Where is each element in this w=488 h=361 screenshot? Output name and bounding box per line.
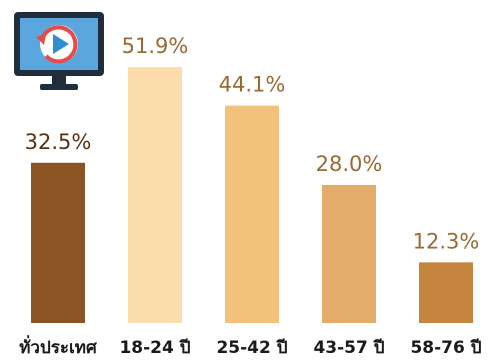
category-label-2: 25-42 ปี xyxy=(216,337,287,358)
value-label-3: 28.0% xyxy=(316,152,383,176)
value-label-4: 12.3% xyxy=(413,229,480,253)
bar-1 xyxy=(128,67,182,324)
value-label-0: 32.5% xyxy=(25,130,92,154)
tv-replay-icon xyxy=(12,10,108,94)
category-label-0: ทั่วประเทศ xyxy=(19,335,98,358)
category-label-4: 58-76 ปี xyxy=(410,337,481,358)
bar-2 xyxy=(225,105,279,323)
category-label-1: 18-24 ปี xyxy=(119,337,190,358)
bar-3 xyxy=(322,184,376,323)
bar-4 xyxy=(419,262,473,323)
category-label-3: 43-57 ปี xyxy=(313,337,384,358)
value-label-2: 44.1% xyxy=(219,73,286,97)
bar-0 xyxy=(31,162,85,323)
value-label-1: 51.9% xyxy=(122,34,189,58)
